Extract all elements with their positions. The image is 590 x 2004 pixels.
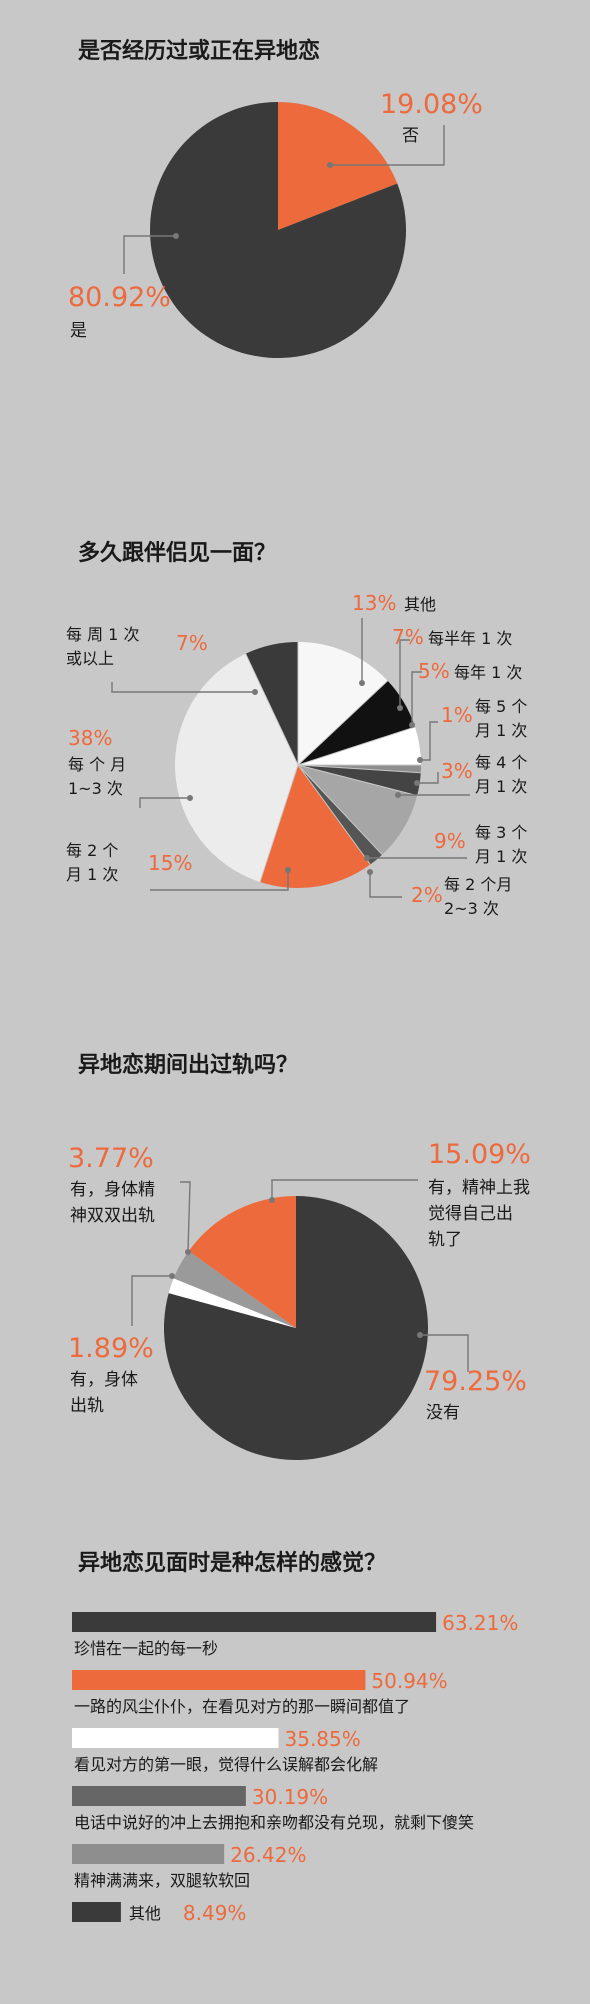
chart1-leader-no: [327, 125, 445, 168]
chart2-slice-0: [298, 642, 388, 765]
chart4-value-1: 50.94%: [371, 1669, 447, 1693]
chart2-separator-2: [297, 726, 416, 766]
chart2-label-2months-1-line1: 每 2 个: [66, 841, 118, 860]
chart3-pct-mental: 15.09%: [428, 1139, 531, 1170]
chart3-label-mental-line3: 轨了: [428, 1230, 462, 1250]
chart2-label-other: 其他: [404, 595, 436, 614]
chart2-pct-2months-1: 15%: [148, 851, 192, 875]
chart3-slice-3: [188, 1196, 296, 1328]
chart2-pct-3months: 9%: [434, 829, 466, 853]
chart2-label-monthly-line2: 1~3 次: [68, 779, 123, 798]
chart2-label-2months-1-line2: 月 1 次: [66, 865, 118, 884]
chart4-value-4: 26.42%: [230, 1843, 306, 1867]
chart4-label-4: 精神满满来，双腿软软回: [74, 1871, 250, 1890]
chart3-slice-0: [164, 1196, 429, 1461]
chart2-separator-5: [297, 764, 418, 797]
chart2-slice-8: [175, 653, 298, 882]
chart2-label-monthly-line1: 每 个 月: [68, 755, 126, 774]
chart1-label-yes: 是: [70, 321, 87, 341]
chart1-slice-yes: [150, 102, 407, 358]
chart3-pct-both: 3.77%: [68, 1143, 154, 1174]
chart2-separator-4: [297, 764, 421, 774]
chart2-pct-monthly: 38%: [68, 726, 112, 750]
chart4-value-3: 30.19%: [252, 1785, 328, 1809]
chart1-pct-no: 19.08%: [380, 89, 483, 120]
chart3-label-body-line1: 有，身体: [70, 1370, 138, 1390]
chart4-label-0: 珍惜在一起的每一秒: [74, 1639, 218, 1658]
chart2-slice-9: [245, 642, 298, 765]
chart4-bar-1: [72, 1670, 366, 1690]
chart2-slice-7: [259, 765, 371, 889]
chart4-bars: 63.21% 珍惜在一起的每一秒 50.94% 一路的风尘仆仆，在看见对方的那一瞬间都…: [72, 1611, 518, 1925]
chart4-bar-5: [72, 1902, 121, 1922]
chart4-title: 异地恋见面时是种怎样的感觉？: [78, 1550, 386, 1576]
chart2-label-4months-line1: 每 4 个: [475, 753, 527, 772]
chart2-label-halfyear: 每半年 1 次: [428, 629, 512, 648]
chart2-leaders: [111, 618, 470, 898]
chart1-pie: [150, 102, 407, 358]
chart2-separator-8: [259, 764, 299, 883]
chart2-label-3months-line2: 月 1 次: [475, 847, 527, 866]
chart3-label-mental-line1: 有，精神上我: [428, 1178, 530, 1198]
chart2-pct-year: 5%: [418, 659, 450, 683]
chart2-label-5months-line1: 每 5 个: [475, 697, 527, 716]
chart2-separator-7: [297, 764, 371, 865]
chart2-label-year: 每年 1 次: [454, 663, 522, 682]
chart3-label-mental-line2: 觉得自己出: [428, 1204, 513, 1224]
chart3-slice-2: [173, 1251, 296, 1328]
chart2-label-5months-line2: 月 1 次: [475, 721, 527, 740]
chart2-pct-4months: 3%: [441, 759, 473, 783]
chart3-title: 异地恋期间出过轨吗？: [78, 1052, 298, 1078]
chart4-bar-0: [72, 1612, 437, 1632]
chart2-title: 多久跟伴侣见一面？: [78, 540, 276, 566]
chart2-separator-9: [245, 653, 299, 766]
chart4-value-2: 35.85%: [285, 1727, 361, 1751]
chart3-leaders: [131, 1179, 469, 1372]
chart2-pct-5months: 1%: [441, 703, 473, 727]
chart4-bar-2: [72, 1728, 279, 1748]
chart4-label-1: 一路的风尘仆仆，在看见对方的那一瞬间都值了: [74, 1697, 410, 1716]
chart2-pie: [175, 642, 421, 889]
chart3-pct-body: 1.89%: [68, 1333, 154, 1364]
chart1-title: 是否经历过或正在异地恋: [78, 38, 320, 64]
chart4-value-5: 8.49%: [183, 1901, 247, 1925]
chart2-label-weekly-line1: 每 周 1 次: [66, 625, 139, 644]
chart4-bar-4: [72, 1844, 225, 1864]
chart4-label-2: 看见对方的第一眼，觉得什么误解都会化解: [74, 1755, 378, 1774]
chart3-pie: [164, 1196, 429, 1461]
chart1-pct-yes: 80.92%: [68, 282, 171, 313]
chart2-label-3months-line1: 每 3 个: [475, 823, 527, 842]
chart4-label-3: 电话中说好的冲上去拥抱和亲吻都没有兑现，就剩下傻笑: [74, 1813, 474, 1832]
chart2-slice-5: [298, 765, 418, 855]
chart1-label-no: 否: [402, 126, 419, 146]
chart3-label-body-line2: 出轨: [70, 1396, 104, 1416]
chart2-label-2months-2-3-line1: 每 2 个月: [444, 875, 512, 894]
chart3-label-both-line1: 有，身体精: [70, 1180, 155, 1200]
chart2-pct-2months-2-3: 2%: [411, 883, 443, 907]
chart2-label-weekly-line2: 或以上: [66, 649, 114, 668]
chart2-separator-1: [297, 680, 389, 766]
chart3-pct-no: 79.25%: [424, 1366, 527, 1397]
chart2-slice-6: [298, 765, 383, 865]
chart2-label-4months-line2: 月 1 次: [475, 777, 527, 796]
chart2-pct-other: 13%: [352, 591, 396, 615]
chart2-pct-weekly: 7%: [176, 631, 208, 655]
chart2-pct-halfyear: 7%: [392, 625, 424, 649]
chart3-label-no: 没有: [426, 1403, 460, 1423]
chart1-leader-yes: [123, 233, 179, 274]
chart1-slice-no: [278, 102, 398, 230]
chart3-slice-1: [168, 1278, 296, 1328]
chart3-label-both-line2: 神双双出轨: [70, 1206, 155, 1226]
chart2-label-2months-2-3-line2: 2~3 次: [444, 899, 499, 918]
chart2-separator-6: [297, 764, 383, 856]
chart4-value-0: 63.21%: [442, 1611, 518, 1635]
chart4-label-5: 其他: [129, 1904, 161, 1923]
chart2-slice-1: [298, 680, 415, 765]
chart4-bar-3: [72, 1786, 246, 1806]
